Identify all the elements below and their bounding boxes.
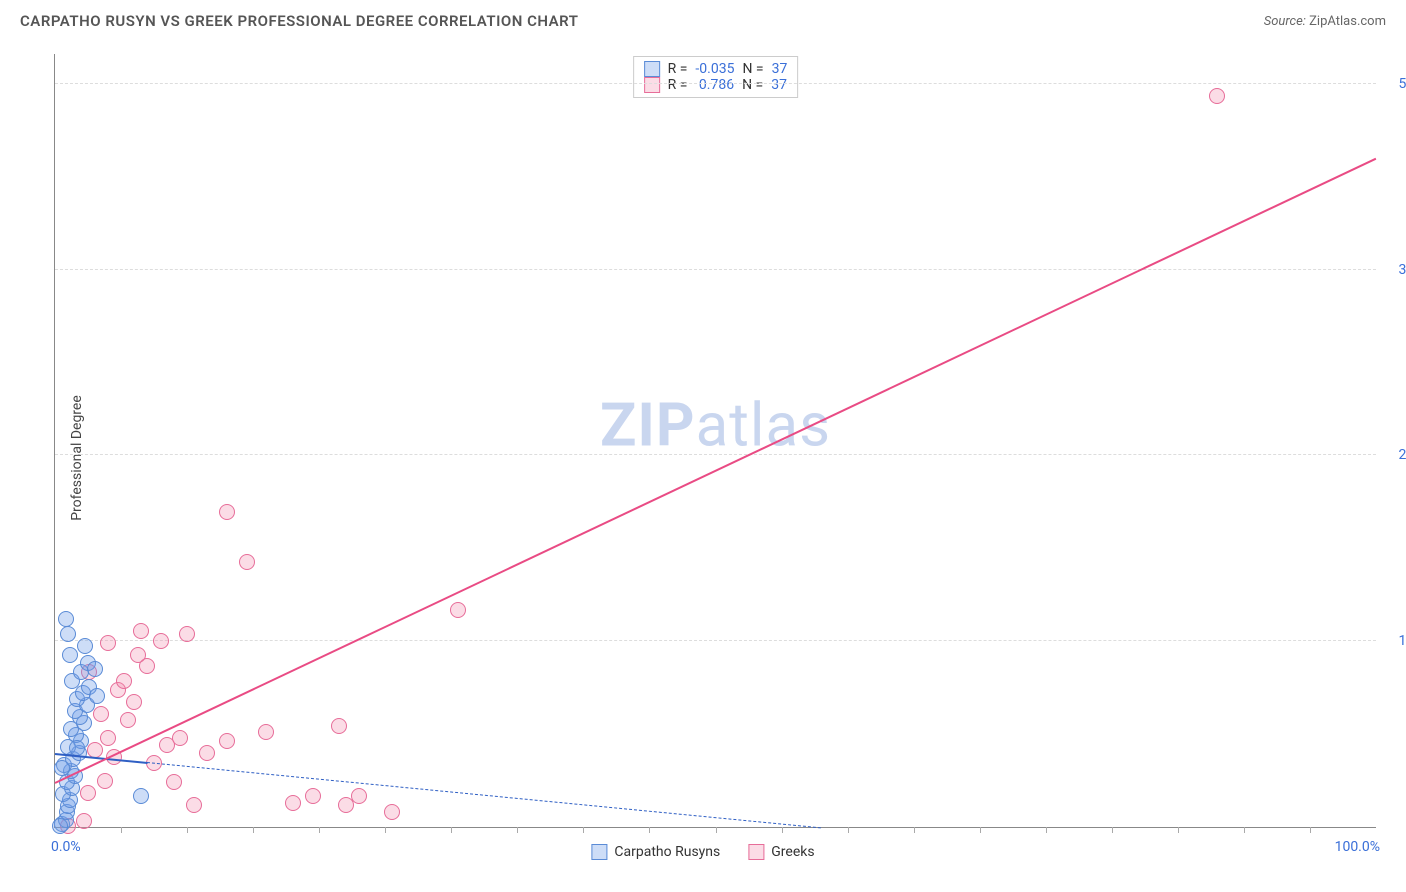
x-minor-tick	[980, 827, 981, 833]
point-series2	[100, 635, 116, 651]
trendline-series1-dashed	[147, 762, 821, 828]
x-minor-tick	[187, 827, 188, 833]
x-minor-tick	[1244, 827, 1245, 833]
series-legend: Carpatho Rusyns Greeks	[591, 844, 814, 860]
watermark-bold: ZIP	[600, 390, 696, 461]
source-value: ZipAtlas.com	[1309, 14, 1386, 29]
point-series2	[100, 730, 116, 746]
r-label: R =	[668, 61, 688, 77]
n-value: 37	[772, 61, 788, 77]
legend-item: Carpatho Rusyns	[591, 844, 720, 860]
point-series2	[153, 633, 169, 649]
point-series1	[60, 626, 76, 642]
point-series2	[179, 626, 195, 642]
x-minor-tick	[914, 827, 915, 833]
gridline	[55, 454, 1376, 455]
chart-title: CARPATHO RUSYN VS GREEK PROFESSIONAL DEG…	[20, 12, 578, 30]
point-series2	[97, 773, 113, 789]
x-minor-tick	[848, 827, 849, 833]
x-minor-tick	[1178, 827, 1179, 833]
stats-legend-row: R = -0.035 N = 37	[644, 61, 788, 77]
point-series2	[219, 733, 235, 749]
legend-swatch	[748, 844, 764, 860]
source-label: Source:	[1264, 14, 1306, 29]
point-series2	[1209, 88, 1225, 104]
gridline	[55, 640, 1376, 641]
trendline-series2	[55, 158, 1377, 784]
point-series2	[116, 673, 132, 689]
x-minor-tick	[583, 827, 584, 833]
y-tick-label: 50.0%	[1382, 76, 1406, 92]
x-minor-tick	[319, 827, 320, 833]
plot-area: ZIPatlas R = -0.035 N = 37 R = 0.786 N =…	[54, 54, 1376, 828]
point-series2	[120, 712, 136, 728]
legend-swatch	[644, 61, 660, 77]
legend-swatch	[591, 844, 607, 860]
point-series1	[89, 688, 105, 704]
watermark: ZIPatlas	[600, 390, 831, 461]
x-minor-tick	[716, 827, 717, 833]
point-series2	[133, 623, 149, 639]
n-label: N =	[742, 61, 763, 77]
point-series2	[126, 694, 142, 710]
point-series2	[76, 813, 92, 829]
y-tick-label: 37.5%	[1382, 262, 1406, 278]
point-series2	[166, 774, 182, 790]
legend-label: Carpatho Rusyns	[614, 844, 720, 860]
stats-legend-row: R = 0.786 N = 37	[644, 77, 788, 93]
x-minor-tick	[649, 827, 650, 833]
point-series2	[384, 804, 400, 820]
x-axis-min-label: 0.0%	[51, 839, 81, 855]
point-series2	[186, 797, 202, 813]
gridline	[55, 269, 1376, 270]
point-series2	[239, 554, 255, 570]
x-minor-tick	[782, 827, 783, 833]
point-series2	[305, 788, 321, 804]
x-minor-tick	[451, 827, 452, 833]
point-series2	[331, 718, 347, 734]
r-value: 0.786	[695, 77, 734, 93]
point-series2	[199, 745, 215, 761]
point-series1	[77, 638, 93, 654]
point-series1	[87, 661, 103, 677]
point-series2	[258, 724, 274, 740]
point-series2	[93, 706, 109, 722]
x-axis-max-label: 100.0%	[1335, 839, 1380, 855]
chart-container: Professional Degree ZIPatlas R = -0.035 …	[20, 44, 1386, 872]
r-label: R =	[668, 77, 688, 93]
point-series2	[285, 795, 301, 811]
x-minor-tick	[1310, 827, 1311, 833]
point-series2	[450, 602, 466, 618]
r-value: -0.035	[695, 61, 734, 77]
gridline	[55, 83, 1376, 84]
point-series2	[351, 788, 367, 804]
point-series1	[58, 611, 74, 627]
point-series1	[62, 647, 78, 663]
x-minor-tick	[517, 827, 518, 833]
point-series1	[133, 788, 149, 804]
y-tick-label: 12.5%	[1382, 633, 1406, 649]
point-series2	[172, 730, 188, 746]
point-series2	[80, 785, 96, 801]
x-minor-tick	[1112, 827, 1113, 833]
legend-item: Greeks	[748, 844, 814, 860]
n-value: 37	[771, 77, 787, 93]
x-minor-tick	[253, 827, 254, 833]
point-series1	[54, 760, 70, 776]
point-series1	[52, 818, 68, 834]
y-tick-label: 25.0%	[1382, 447, 1406, 463]
source-attribution: Source: ZipAtlas.com	[1264, 14, 1386, 29]
point-series2	[219, 504, 235, 520]
legend-swatch	[644, 77, 660, 93]
x-minor-tick	[121, 827, 122, 833]
point-series2	[130, 647, 146, 663]
n-label: N =	[742, 77, 763, 93]
legend-label: Greeks	[771, 844, 814, 860]
x-minor-tick	[385, 827, 386, 833]
stats-legend: R = -0.035 N = 37 R = 0.786 N = 37	[633, 56, 799, 98]
x-minor-tick	[1046, 827, 1047, 833]
